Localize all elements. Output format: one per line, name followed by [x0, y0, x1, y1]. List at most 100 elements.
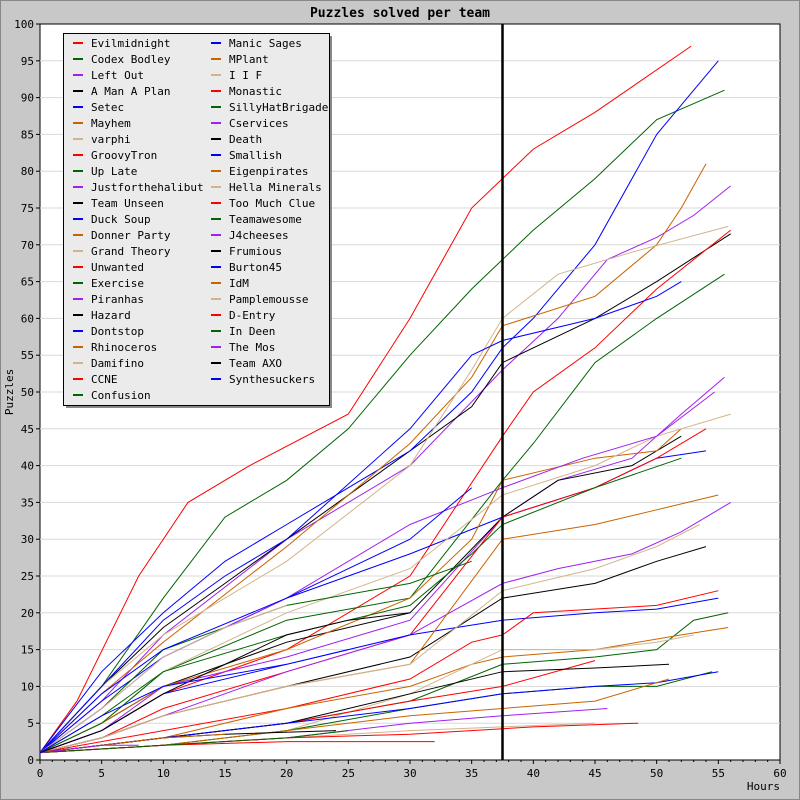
x-tick-label: 5 — [98, 767, 105, 780]
legend-label: Eigenpirates — [229, 165, 308, 178]
legend-label: Hazard — [91, 309, 131, 322]
legend-label: Monastic — [229, 85, 282, 98]
x-tick-label: 45 — [588, 767, 601, 780]
legend-label: CCNE — [91, 373, 118, 386]
series-line-codex-bodley — [39, 89, 725, 753]
y-axis-label: Puzzles — [3, 369, 16, 415]
legend-label: varphi — [91, 133, 131, 146]
y-tick-label: 20 — [21, 607, 34, 620]
series-line-synthesuckers — [39, 649, 349, 754]
series-line-manic-sages — [39, 281, 682, 753]
legend-label: Teamawesome — [229, 213, 302, 226]
y-tick-label: 75 — [21, 202, 34, 215]
legend: Evilmidnight Codex Bodley Left Out A Man A … — [63, 33, 332, 408]
series-line-burton45 — [39, 487, 473, 753]
legend-label: Exercise — [91, 277, 144, 290]
x-axis-label: Hours — [747, 780, 780, 793]
legend-label: Synthesuckers — [229, 373, 315, 386]
x-tick-label: 35 — [465, 767, 478, 780]
y-tick-label: 85 — [21, 128, 34, 141]
x-tick-label: 20 — [280, 767, 293, 780]
legend-label: Pamplemousse — [229, 293, 308, 306]
y-tick-label: 30 — [21, 533, 34, 546]
x-tick-label: 50 — [650, 767, 663, 780]
legend-label: I I F — [229, 69, 262, 82]
y-tick-label: 60 — [21, 312, 34, 325]
x-tick-label: 0 — [37, 767, 44, 780]
series-line-pamplemousse — [39, 604, 287, 754]
y-tick-label: 50 — [21, 386, 34, 399]
y-tick-label: 35 — [21, 496, 34, 509]
legend-label: Justforthehalibut — [91, 181, 204, 194]
legend-label: Piranhas — [91, 293, 144, 306]
series-line-the-mos — [39, 744, 139, 754]
legend-label: Team Unseen — [91, 197, 164, 210]
legend-label: Burton45 — [229, 261, 282, 274]
series-line-mayhem — [39, 163, 707, 753]
x-tick-label: 15 — [218, 767, 231, 780]
legend-label: J4cheeses — [229, 229, 289, 242]
x-tick-label: 55 — [712, 767, 725, 780]
legend-box — [63, 33, 330, 406]
legend-label: Frumious — [229, 245, 282, 258]
legend-label: Cservices — [229, 117, 289, 130]
legend-label: Up Late — [91, 165, 137, 178]
legend-label: Unwanted — [91, 261, 144, 274]
y-tick-label: 70 — [21, 239, 34, 252]
legend-label: A Man A Plan — [91, 85, 170, 98]
y-tick-label: 45 — [21, 423, 34, 436]
x-tick-label: 25 — [342, 767, 355, 780]
legend-label: IdM — [229, 277, 249, 290]
y-tick-label: 0 — [27, 754, 34, 767]
y-tick-label: 5 — [27, 717, 34, 730]
series-line-ccne — [39, 590, 719, 754]
legend-label: The Mos — [229, 341, 275, 354]
legend-label: Smallish — [229, 149, 282, 162]
legend-label: Setec — [91, 101, 124, 114]
legend-label: GroovyTron — [91, 149, 157, 162]
series-line-up-late — [39, 273, 725, 754]
y-tick-label: 10 — [21, 680, 34, 693]
legend-label: Confusion — [91, 389, 151, 402]
legend-label: Too Much Clue — [229, 197, 315, 210]
y-tick-label: 90 — [21, 92, 34, 105]
series-line-smallish — [39, 671, 719, 754]
x-tick-label: 40 — [527, 767, 540, 780]
legend-label: Grand Theory — [91, 245, 171, 258]
legend-label: D-Entry — [229, 309, 276, 322]
legend-label: Hella Minerals — [229, 181, 322, 194]
series-line-damifino — [39, 524, 701, 754]
legend-label: Damifino — [91, 357, 144, 370]
y-tick-label: 100 — [14, 18, 34, 31]
legend-label: Codex Bodley — [91, 53, 171, 66]
series-line-evilmidnight — [39, 45, 692, 753]
x-tick-label: 60 — [773, 767, 786, 780]
legend-label: Team AXO — [229, 357, 282, 370]
series-line-in-deen — [39, 730, 349, 754]
legend-label: Donner Party — [91, 229, 171, 242]
series-line-setec — [39, 60, 719, 753]
legend-label: Mayhem — [91, 117, 131, 130]
y-tick-label: 65 — [21, 276, 34, 289]
x-tick-label: 30 — [403, 767, 416, 780]
legend-label: Left Out — [91, 69, 144, 82]
y-tick-label: 25 — [21, 570, 34, 583]
series-line-donner-party — [39, 428, 682, 754]
x-tick-label: 10 — [157, 767, 170, 780]
legend-label: Death — [229, 133, 262, 146]
legend-label: Dontstop — [91, 325, 144, 338]
legend-label: In Deen — [229, 325, 275, 338]
legend-label: Evilmidnight — [91, 37, 170, 50]
series-line-varphi — [39, 225, 729, 753]
legend-label: Rhinoceros — [91, 341, 157, 354]
series-line-team-axo — [39, 612, 411, 754]
y-tick-label: 40 — [21, 460, 34, 473]
y-tick-label: 55 — [21, 349, 34, 362]
y-tick-label: 15 — [21, 644, 34, 657]
legend-label: MPlant — [229, 53, 269, 66]
legend-label: Manic Sages — [229, 37, 302, 50]
legend-label: Duck Soup — [91, 213, 151, 226]
chart-title: Puzzles solved per team — [310, 6, 490, 21]
